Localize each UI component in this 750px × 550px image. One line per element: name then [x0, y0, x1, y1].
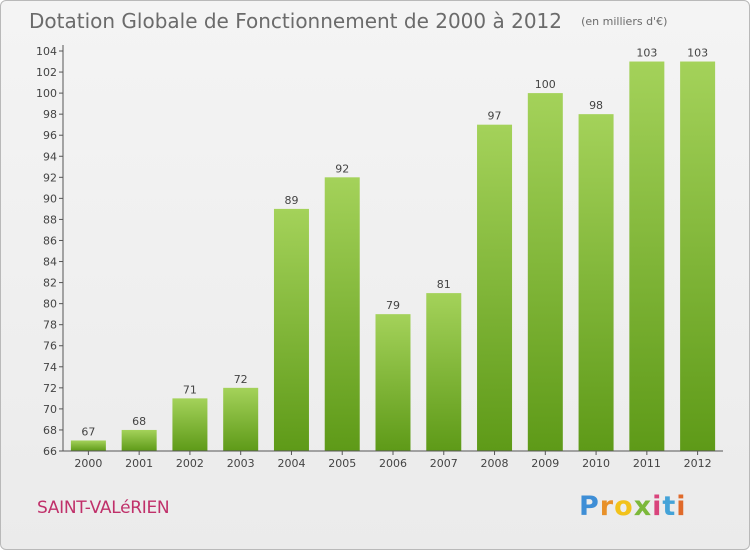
bar-2010 — [578, 114, 614, 451]
title-line: Dotation Globale de Fonctionnement de 20… — [29, 9, 667, 33]
y-tick-label: 78 — [43, 319, 57, 332]
x-tick-label: 2006 — [379, 457, 407, 470]
x-tick-label: 2007 — [430, 457, 458, 470]
bar-2000 — [70, 440, 106, 451]
x-tick-label: 2009 — [531, 457, 559, 470]
y-tick-label: 104 — [36, 45, 57, 58]
y-tick-label: 100 — [36, 87, 57, 100]
x-tick-label: 2000 — [74, 457, 102, 470]
x-tick-label: 2010 — [582, 457, 610, 470]
y-tick-label: 90 — [43, 192, 57, 205]
bar-2012 — [680, 61, 716, 452]
x-tick-label: 2012 — [684, 457, 712, 470]
y-tick-label: 92 — [43, 171, 57, 184]
y-tick-label: 80 — [43, 298, 57, 311]
bar-2004 — [273, 208, 309, 451]
x-tick-label: 2004 — [277, 457, 305, 470]
y-tick-label: 96 — [43, 129, 57, 142]
y-tick-label: 76 — [43, 340, 57, 353]
y-tick-label: 98 — [43, 108, 57, 121]
y-tick-label: 72 — [43, 382, 57, 395]
value-label: 81 — [437, 278, 451, 291]
chart-subtitle: (en milliers d'€) — [581, 15, 668, 28]
y-tick-label: 82 — [43, 277, 57, 290]
y-tick-label: 88 — [43, 213, 57, 226]
x-tick-label: 2008 — [481, 457, 509, 470]
bar-2002 — [172, 398, 208, 451]
commune-name: SAINT-VALéRIEN — [37, 498, 170, 518]
value-label: 67 — [81, 425, 95, 438]
value-label: 89 — [284, 194, 298, 207]
y-tick-label: 84 — [43, 256, 57, 269]
y-tick-label: 86 — [43, 234, 57, 247]
value-label: 79 — [386, 299, 400, 312]
x-tick-label: 2002 — [176, 457, 204, 470]
x-tick-label: 2001 — [125, 457, 153, 470]
value-label: 103 — [687, 47, 708, 60]
y-tick-label: 68 — [43, 424, 57, 437]
value-label: 98 — [589, 99, 603, 112]
bar-2005 — [324, 177, 360, 451]
value-label: 103 — [636, 47, 657, 60]
y-tick-label: 102 — [36, 66, 57, 79]
y-tick-label: 94 — [43, 150, 57, 163]
bar-2001 — [121, 429, 157, 451]
y-tick-label: 66 — [43, 445, 57, 458]
x-tick-label: 2005 — [328, 457, 356, 470]
value-label: 97 — [488, 110, 502, 123]
bar-2009 — [527, 93, 563, 452]
y-tick-label: 70 — [43, 403, 57, 416]
bar-2007 — [426, 293, 462, 451]
value-label: 72 — [234, 373, 248, 386]
value-label: 92 — [335, 162, 349, 175]
value-label: 71 — [183, 383, 197, 396]
bar-2003 — [223, 387, 259, 451]
y-tick-label: 74 — [43, 361, 57, 374]
bar-2008 — [477, 124, 513, 452]
x-tick-label: 2003 — [227, 457, 255, 470]
proxiti-logo: Proxiti — [579, 491, 687, 522]
value-label: 68 — [132, 415, 146, 428]
bar-2011 — [629, 61, 665, 452]
x-tick-label: 2011 — [633, 457, 661, 470]
bar-2006 — [375, 314, 411, 451]
value-label: 100 — [535, 78, 556, 91]
chart-title: Dotation Globale de Fonctionnement de 20… — [29, 9, 562, 33]
